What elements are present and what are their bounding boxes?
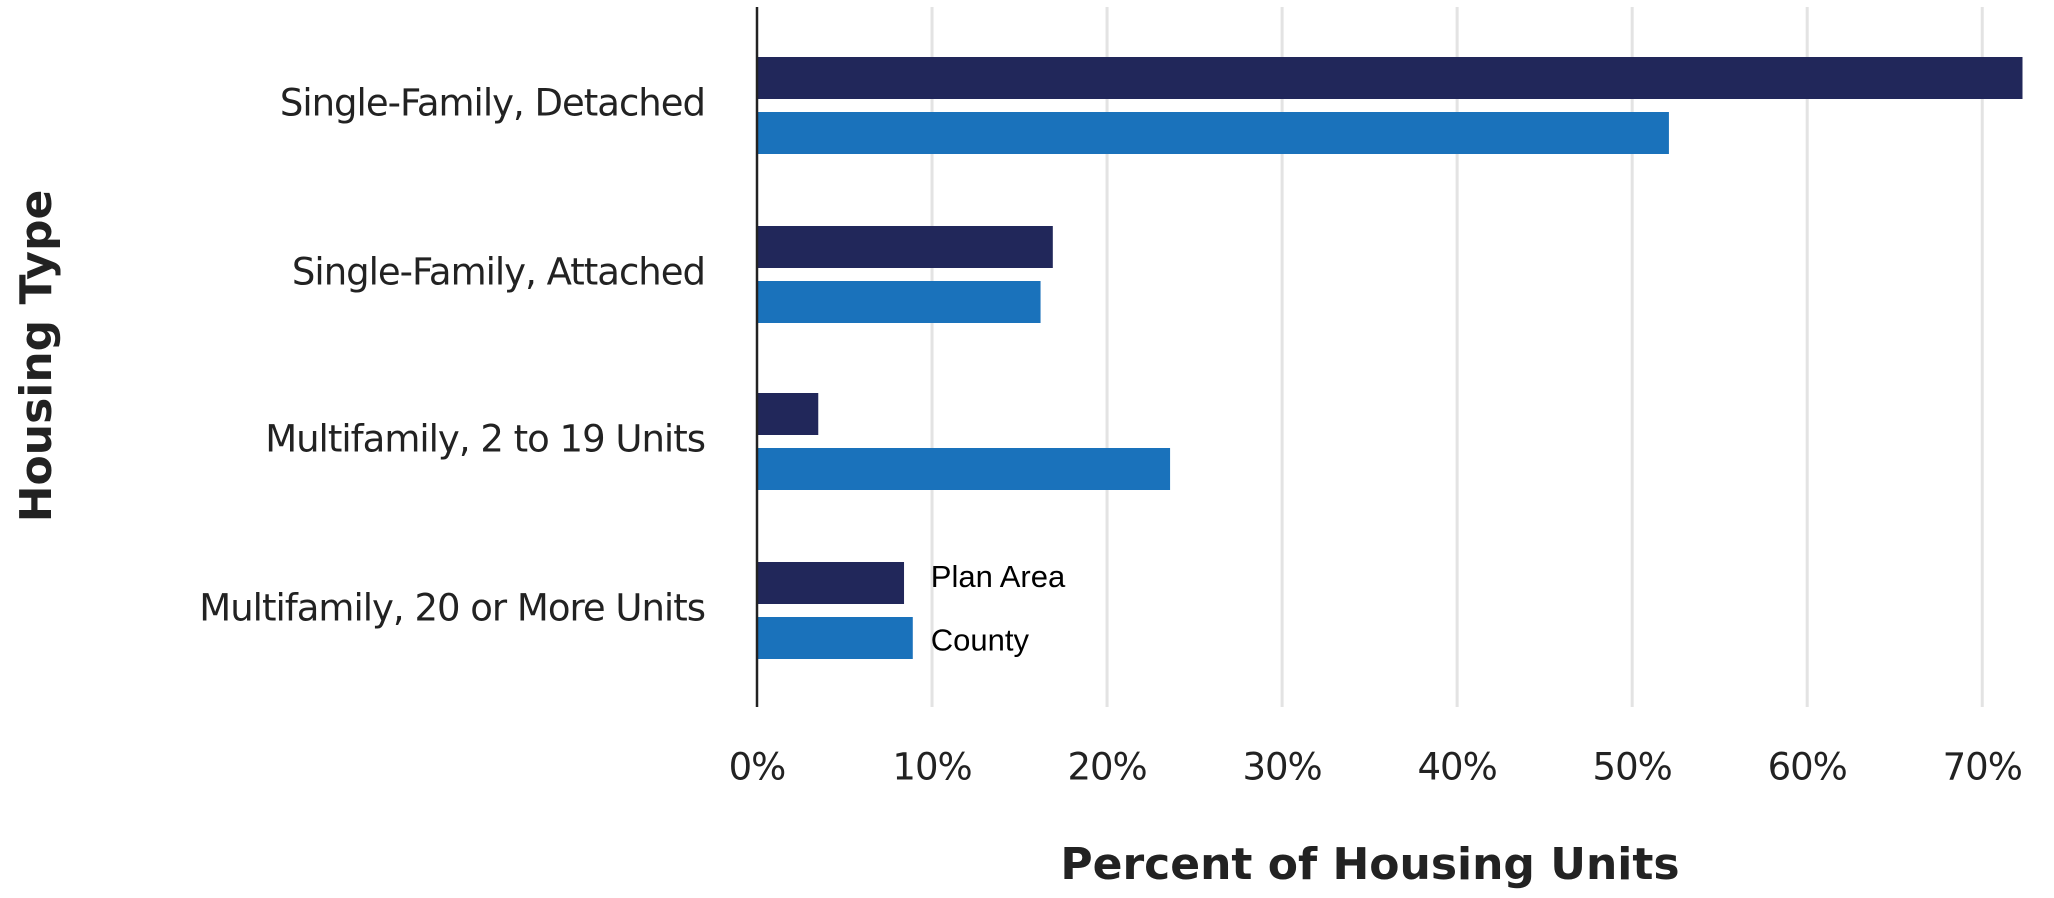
y-axis-title: Housing Type [11,190,62,523]
x-tick-label: 60% [1768,746,1847,789]
x-tick-label: 30% [1242,746,1321,789]
y-tick-label: Single-Family, Attached [292,251,705,294]
bar [757,448,1171,490]
bar [757,393,819,435]
y-tick-label: Single-Family, Detached [280,82,705,125]
legend-label: County [931,622,1030,657]
bar [757,562,905,604]
bar [757,112,1669,154]
x-tick-label: 70% [1943,746,2022,789]
bar [757,617,913,659]
x-tick-label: 0% [729,746,786,789]
x-axis-title: Percent of Housing Units [1060,839,1679,890]
bar [757,281,1041,323]
x-tick-label: 50% [1593,746,1672,789]
x-tick-label: 20% [1067,746,1146,789]
x-tick-label: 40% [1418,746,1497,789]
bar [757,57,2023,99]
y-tick-label: Multifamily, 2 to 19 Units [265,418,705,461]
bar [757,226,1053,268]
y-tick-label: Multifamily, 20 or More Units [199,587,705,630]
x-tick-label: 10% [892,746,971,789]
legend-label: Plan Area [931,559,1066,594]
